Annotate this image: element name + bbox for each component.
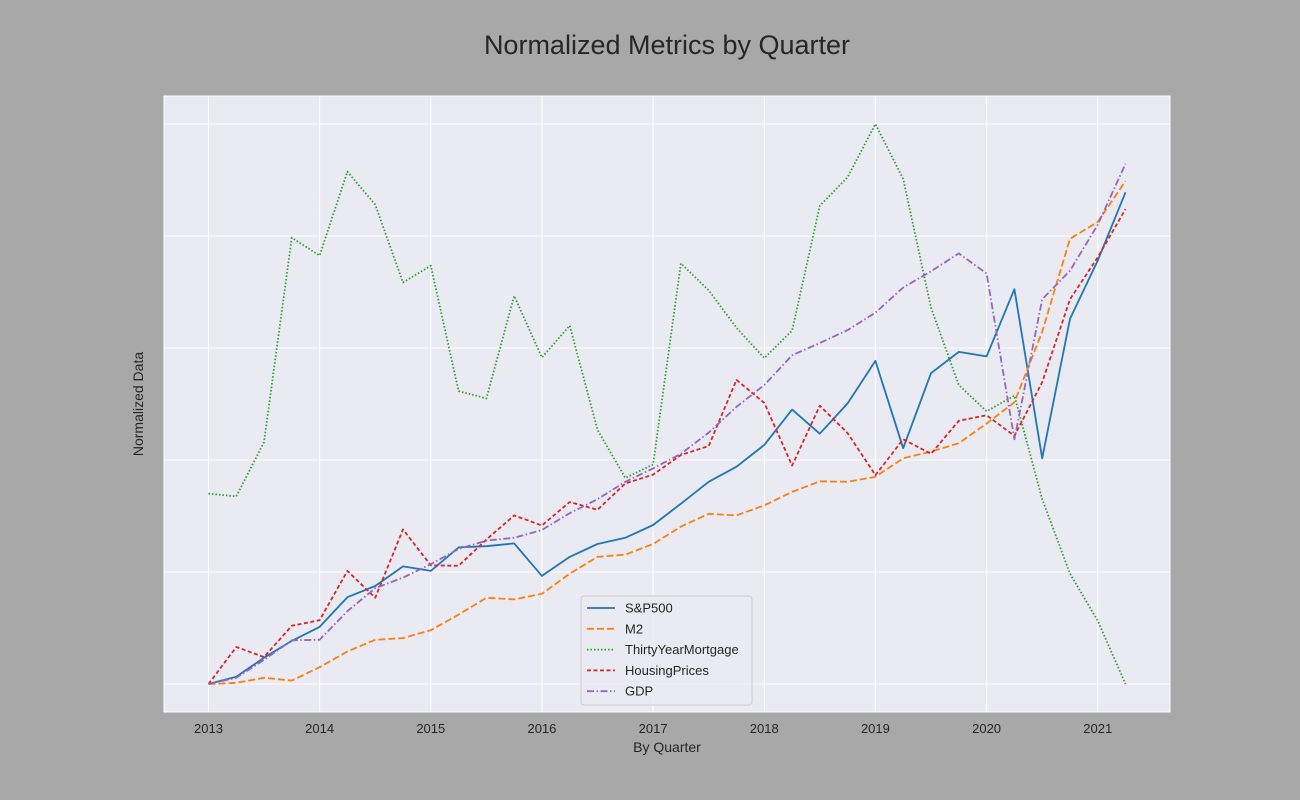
y-axis-label: Normalized Data (130, 352, 146, 456)
legend-label: M2 (625, 621, 643, 636)
legend-label: HousingPrices (625, 663, 709, 678)
x-tick-labels: 2013 2014 2015 2016 2017 2018 2019 2020 2021 (194, 721, 1112, 736)
legend-label: S&P500 (625, 601, 673, 616)
legend-box (580, 595, 753, 706)
legend-label: ThirtyYearMortgage (625, 642, 739, 657)
x-tick-label: 2019 (861, 721, 890, 736)
x-tick-label: 2016 (527, 721, 556, 736)
chart-title: Normalized Metrics by Quarter (483, 30, 851, 60)
series-line-1 (208, 180, 1127, 685)
x-tick-label: 2015 (416, 721, 445, 736)
series-line-0 (208, 191, 1127, 685)
x-tick-label: 2013 (194, 721, 223, 736)
x-tick-label: 2018 (750, 721, 779, 736)
series-line-3 (207, 208, 1127, 685)
legend-label: GDP (625, 684, 653, 699)
x-tick-label: 2020 (972, 721, 1001, 736)
x-tick-label: 2014 (305, 721, 334, 736)
gridlines (164, 96, 1170, 712)
x-tick-label: 2017 (639, 721, 668, 736)
series-lines (207, 123, 1127, 685)
series-line-4 (208, 163, 1127, 685)
x-axis-label: By Quarter (633, 739, 701, 755)
series-line-2 (208, 123, 1127, 685)
legend: S&P500 M2 ThirtyYearMortgage HousingPrices G… (580, 595, 753, 706)
x-tick-label: 2021 (1083, 721, 1112, 736)
